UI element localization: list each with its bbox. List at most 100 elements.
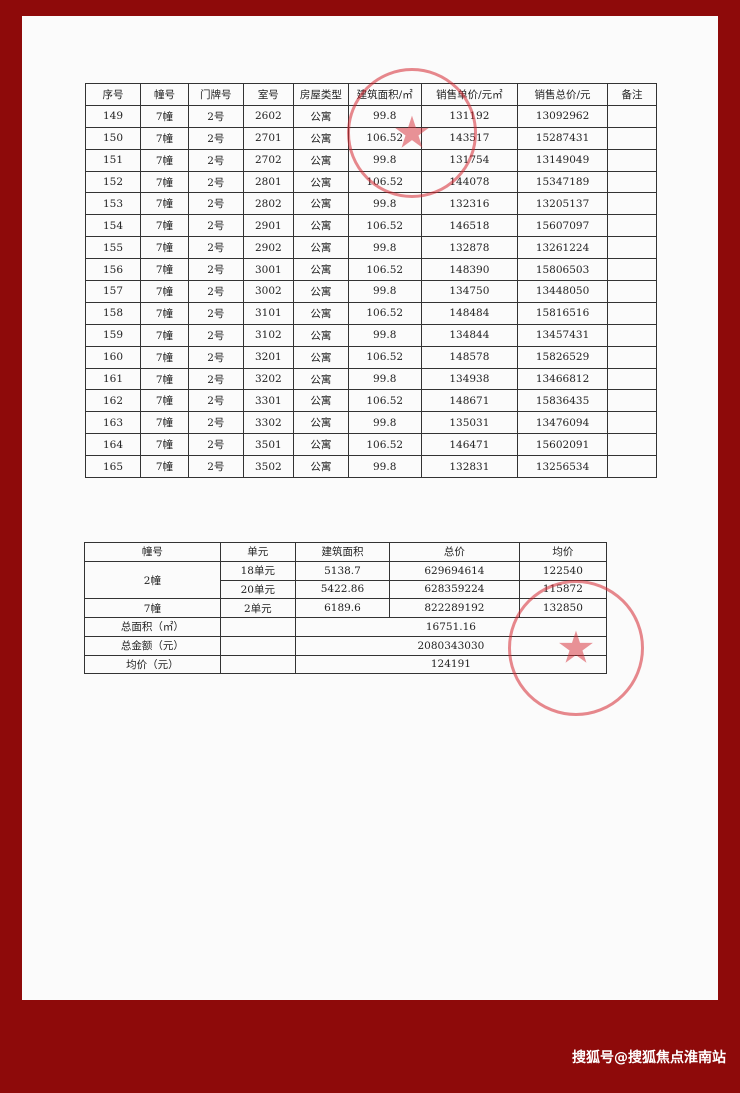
table-cell: 148484 (420, 301, 519, 325)
table-cell: 7幢 (140, 170, 189, 194)
table-cell: 3001 (242, 258, 294, 282)
table-cell: 13261224 (517, 236, 609, 260)
table-cell: 164 (85, 433, 141, 457)
table-cell: 2号 (187, 192, 244, 216)
table-cell: 2号 (187, 323, 244, 347)
table-cell: 132316 (420, 192, 519, 216)
table-cell: 13149049 (517, 148, 609, 172)
header-cell: 销售总价/元 (517, 83, 609, 106)
header-cell: 房屋类型 (292, 83, 349, 106)
table-cell: 3202 (242, 367, 294, 391)
table-cell: 132831 (420, 455, 519, 479)
table-cell: 160 (85, 345, 141, 369)
table-cell: 7幢 (140, 455, 189, 479)
table-cell (607, 433, 657, 457)
table-cell (607, 411, 657, 435)
summary-table: 幢号 单元 建筑面积 总价 均价 2幢 18单元 5138.7 62969461… (84, 542, 608, 675)
table-cell: 131754 (420, 148, 519, 172)
empty-cell (219, 617, 296, 637)
table-cell: 7幢 (140, 258, 189, 282)
unit-cell: 20单元 (219, 579, 296, 600)
total-cell: 628359224 (389, 579, 520, 600)
table-row: 161 7幢 2号 3202 公寓 99.8 134938 13466812 (85, 367, 657, 391)
table-cell: 106.52 (347, 389, 422, 413)
table-cell (607, 148, 657, 172)
table-cell: 2号 (187, 126, 244, 150)
table-cell: 134938 (420, 367, 519, 391)
building-cell: 2幢 (84, 560, 221, 600)
table-cell: 158 (85, 301, 141, 325)
table-cell: 99.8 (347, 236, 422, 260)
table-cell: 3301 (242, 389, 294, 413)
table-cell: 公寓 (292, 411, 349, 435)
table-cell: 2号 (187, 236, 244, 260)
table-cell: 7幢 (140, 345, 189, 369)
table-cell: 2号 (187, 170, 244, 194)
table-cell: 149 (85, 104, 141, 128)
avg-cell: 115872 (518, 579, 608, 600)
table-row: 162 7幢 2号 3301 公寓 106.52 148671 15836435 (85, 389, 657, 413)
empty-cell (219, 654, 296, 675)
table-cell: 公寓 (292, 148, 349, 172)
table-cell: 2号 (187, 301, 244, 325)
table-cell: 公寓 (292, 236, 349, 260)
table-cell (607, 389, 657, 413)
table-cell: 公寓 (292, 301, 349, 325)
table-row: 153 7幢 2号 2802 公寓 99.8 132316 13205137 (85, 192, 657, 216)
table-cell: 13476094 (517, 411, 609, 435)
table-cell: 134750 (420, 280, 519, 303)
table-cell: 15826529 (517, 345, 609, 369)
table-cell: 144078 (420, 170, 519, 194)
table-cell (607, 104, 657, 128)
table-cell: 2701 (242, 126, 294, 150)
header-cell: 室号 (242, 83, 294, 106)
table-cell: 150 (85, 126, 141, 150)
empty-cell (219, 635, 296, 656)
table-cell (607, 345, 657, 369)
table-cell: 99.8 (347, 455, 422, 479)
table-cell: 公寓 (292, 455, 349, 479)
table-cell (607, 192, 657, 216)
table-cell: 2801 (242, 170, 294, 194)
table-cell: 15806503 (517, 258, 609, 282)
table-cell: 公寓 (292, 345, 349, 369)
table-cell: 2号 (187, 411, 244, 435)
table-cell: 161 (85, 367, 141, 391)
table-cell: 99.8 (347, 367, 422, 391)
table-cell: 2号 (187, 367, 244, 391)
header-cell: 幢号 (84, 542, 221, 562)
table-header-row: 序号 幢号 门牌号 室号 房屋类型 建筑面积/㎡ 销售单价/元㎡ 销售总价/元 备注 (85, 83, 657, 106)
table-cell: 15836435 (517, 389, 609, 413)
header-cell: 门牌号 (187, 83, 244, 106)
table-row: 160 7幢 2号 3201 公寓 106.52 148578 15826529 (85, 345, 657, 369)
table-cell: 2602 (242, 104, 294, 128)
header-cell: 备注 (607, 83, 657, 106)
table-cell: 106.52 (347, 258, 422, 282)
table-row: 149 7幢 2号 2602 公寓 99.8 131192 13092962 (85, 104, 657, 128)
total-cell: 629694614 (389, 560, 520, 581)
table-row: 150 7幢 2号 2701 公寓 106.52 143517 15287431 (85, 126, 657, 150)
table-row: 158 7幢 2号 3101 公寓 106.52 148484 15816516 (85, 301, 657, 325)
table-cell: 2号 (187, 214, 244, 238)
table-cell: 13466812 (517, 367, 609, 391)
table-cell: 106.52 (347, 126, 422, 150)
table-cell: 134844 (420, 323, 519, 347)
table-cell: 131192 (420, 104, 519, 128)
table-cell: 3502 (242, 455, 294, 479)
table-cell: 7幢 (140, 148, 189, 172)
unit-cell: 18单元 (219, 560, 296, 581)
table-cell: 公寓 (292, 104, 349, 128)
header-cell: 均价 (518, 542, 608, 562)
table-cell: 公寓 (292, 214, 349, 238)
table-cell: 155 (85, 236, 141, 260)
table-cell: 99.8 (347, 323, 422, 347)
header-cell: 建筑面积 (294, 542, 391, 562)
table-cell: 106.52 (347, 433, 422, 457)
table-cell (607, 323, 657, 347)
table-cell: 3101 (242, 301, 294, 325)
table-cell: 公寓 (292, 433, 349, 457)
table-cell: 公寓 (292, 126, 349, 150)
watermark: 搜狐号@搜狐焦点淮南站 (572, 1050, 726, 1066)
table-cell (607, 367, 657, 391)
table-row: 165 7幢 2号 3502 公寓 99.8 132831 13256534 (85, 455, 657, 479)
